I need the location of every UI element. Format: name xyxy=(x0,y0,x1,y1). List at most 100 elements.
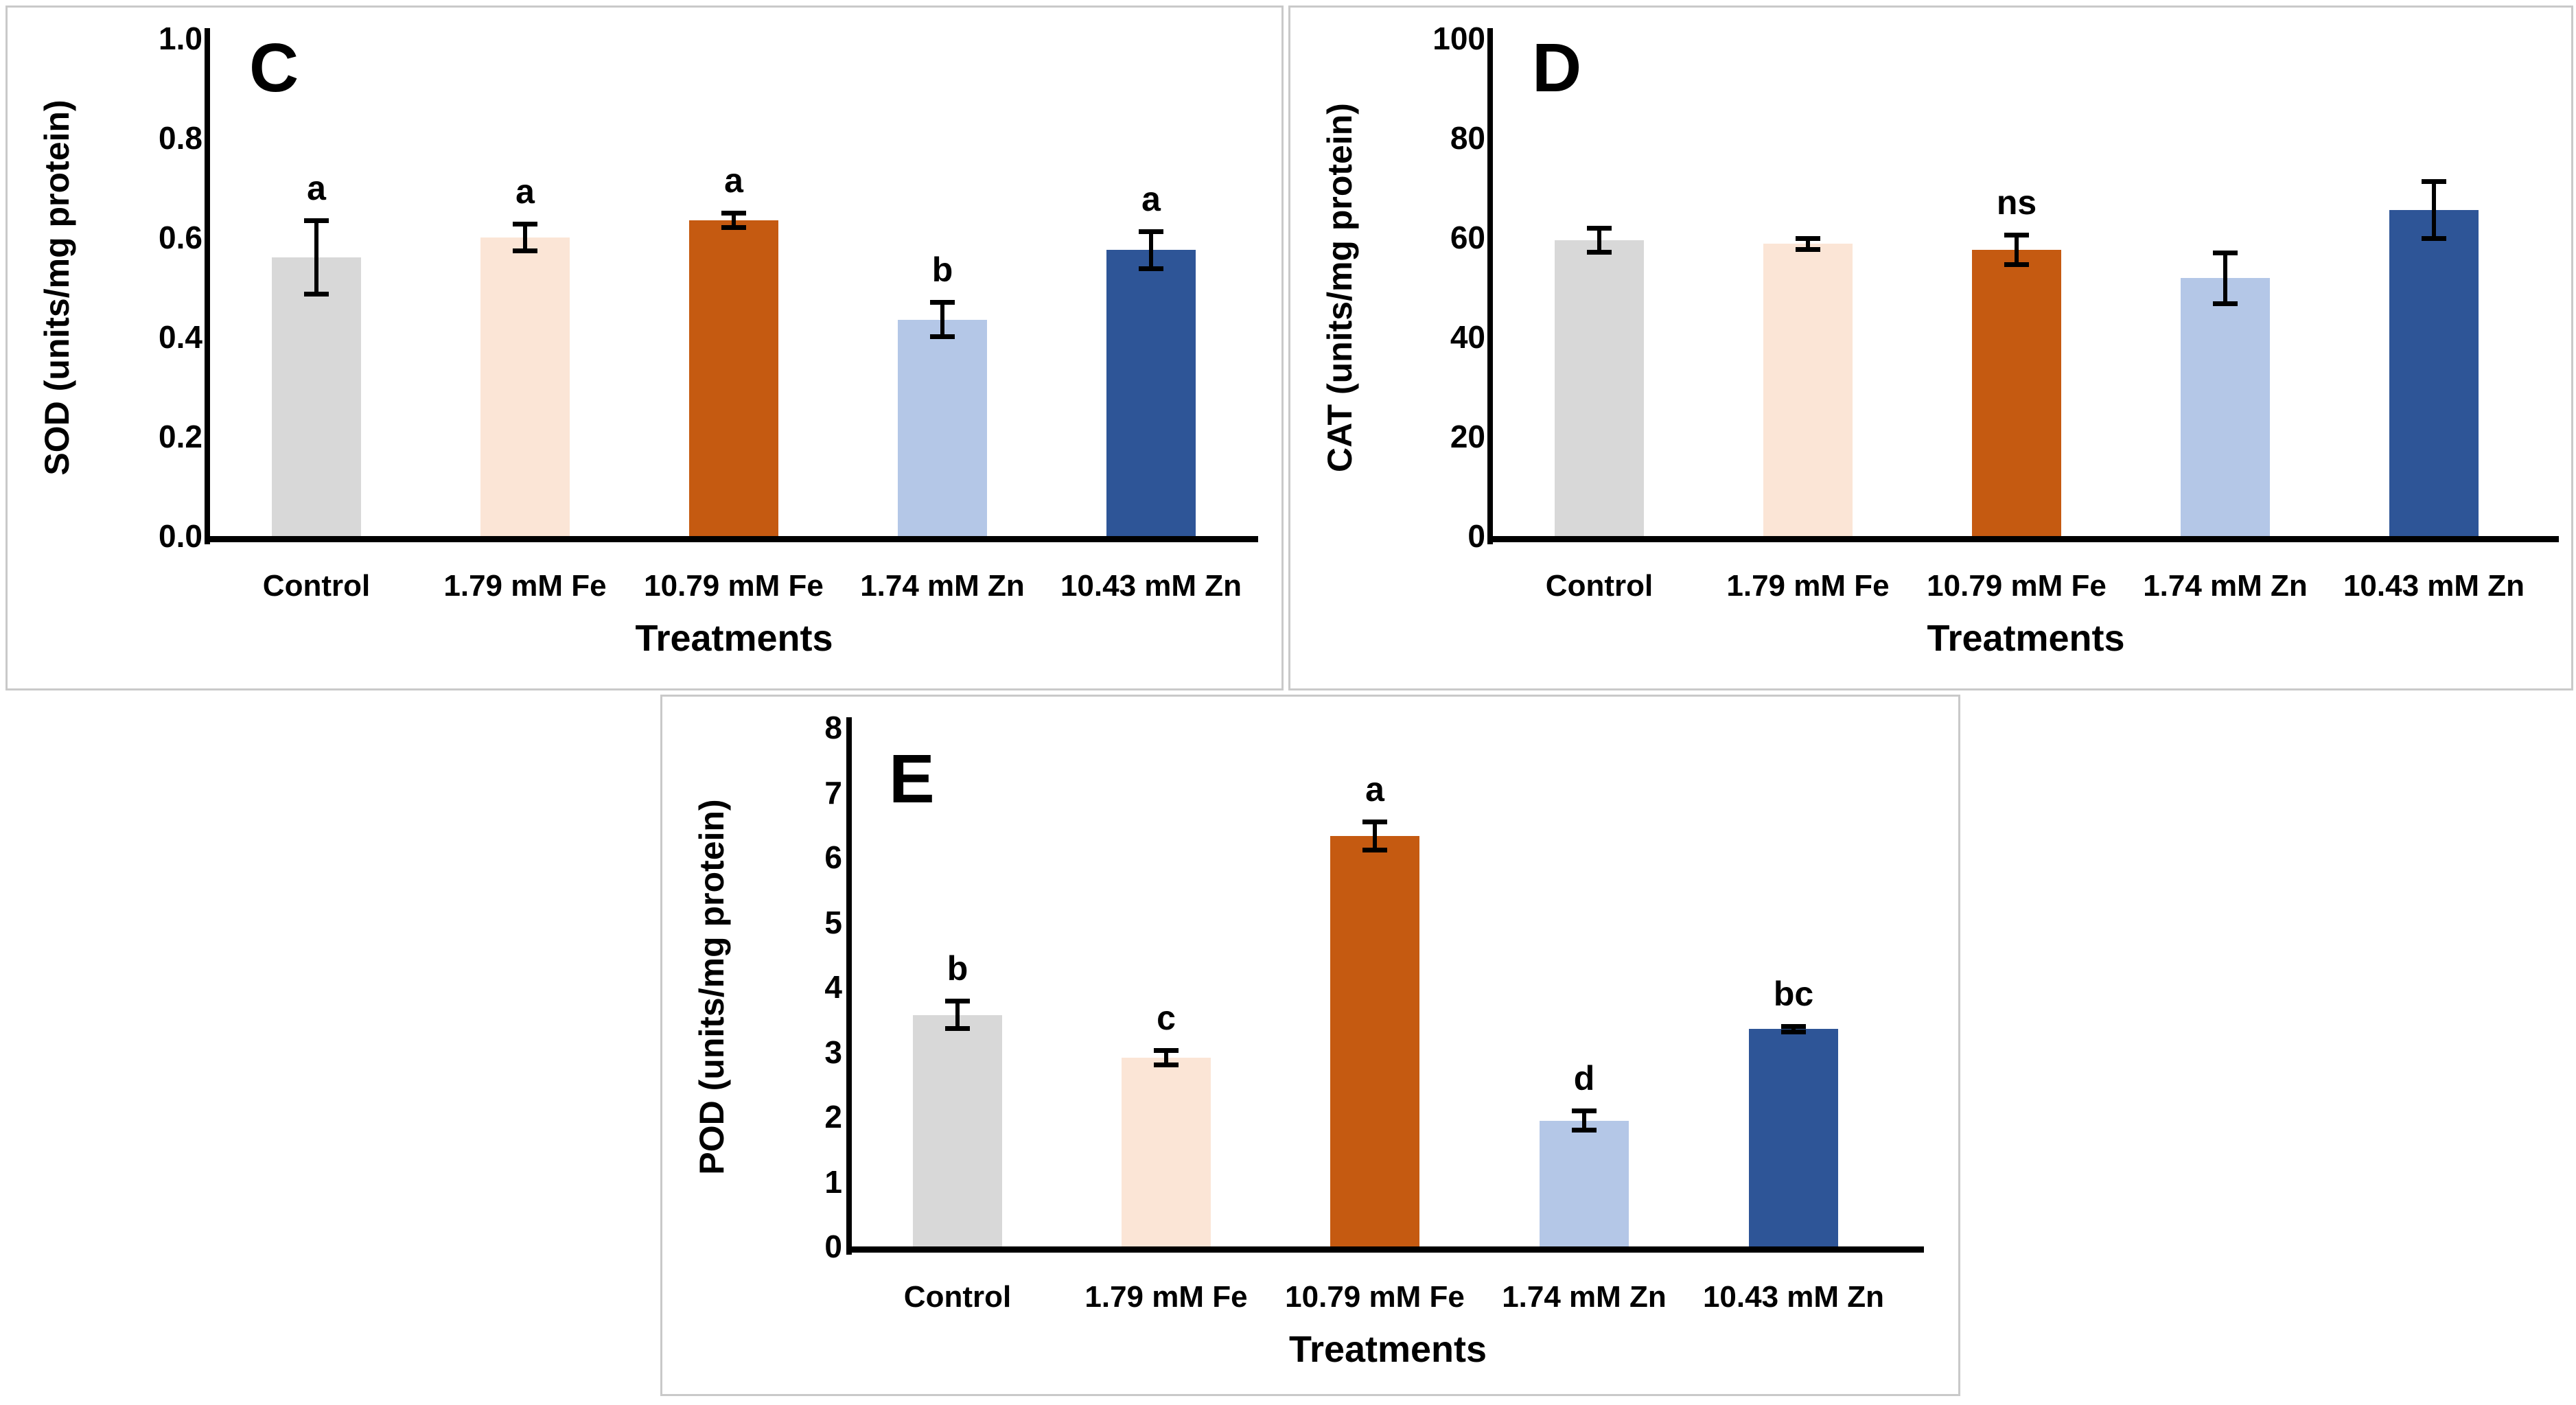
error-bar-line xyxy=(1582,1111,1586,1130)
x-axis-line xyxy=(1487,536,2559,542)
bar-10-79-mm-fe xyxy=(1330,835,1419,1249)
error-bar-cap-bottom xyxy=(1362,847,1387,852)
x-category-label: 1.74 mM Zn xyxy=(2143,569,2308,603)
y-tick-label: 60 xyxy=(1450,220,1485,255)
x-category-label: 1.79 mM Fe xyxy=(1084,1280,1248,1314)
significance-letter: d xyxy=(1573,1059,1595,1098)
error-bar-line xyxy=(1791,1025,1796,1033)
error-bar-line xyxy=(2432,181,2436,240)
error-bar-cap-top xyxy=(1587,225,1612,231)
y-tick-label: 1.0 xyxy=(159,21,202,56)
significance-letter: a xyxy=(1365,770,1384,809)
y-tick-label: 8 xyxy=(824,710,842,745)
bar-control xyxy=(913,1014,1002,1249)
y-tick-label: 0.4 xyxy=(159,319,202,355)
error-bar-line xyxy=(2223,252,2227,305)
cat-x-axis-title: Treatments xyxy=(1927,618,2125,659)
error-bar-cap-top xyxy=(1796,235,1820,241)
error-bar-cap-top xyxy=(930,300,955,305)
error-bar-line xyxy=(523,224,527,251)
cat-y-axis-title: CAT (units/mg protein) xyxy=(1321,102,1359,472)
significance-letter: ns xyxy=(1996,183,2037,222)
error-bar-cap-bottom xyxy=(2422,236,2446,242)
error-bar-cap-top xyxy=(1139,229,1163,234)
bar-10-79-mm-fe xyxy=(689,220,778,539)
x-category-label: Control xyxy=(1545,569,1653,603)
y-axis-line xyxy=(846,717,852,1255)
error-bar-cap-top xyxy=(1362,820,1387,825)
x-category-label: 10.79 mM Fe xyxy=(1285,1280,1465,1314)
significance-letter: a xyxy=(1141,179,1161,218)
error-bar-cap-bottom xyxy=(1154,1063,1179,1068)
error-bar-cap-top xyxy=(721,210,746,216)
pod-x-axis-title: Treatments xyxy=(1288,1329,1487,1370)
significance-letter: b xyxy=(947,949,968,988)
error-bar-line xyxy=(940,302,944,337)
error-bar-line xyxy=(1597,227,1601,253)
panel-cat-d: D CAT (units/mg protein) Treatments 0 20 4… xyxy=(1288,5,2573,690)
panel-sod-c: C SOD (units/mg protein) Treatments 0.0 0… xyxy=(5,5,1284,690)
error-bar-cap-top xyxy=(1781,1023,1806,1029)
x-category-label: 10.43 mM Zn xyxy=(1702,1280,1885,1314)
y-tick-label: 0.2 xyxy=(159,419,202,454)
x-category-label: 10.43 mM Zn xyxy=(2343,569,2525,603)
x-category-label: Control xyxy=(262,569,371,603)
panel-letter-d: D xyxy=(1532,30,1582,106)
x-category-label: 1.79 mM Fe xyxy=(1726,569,1890,603)
y-tick-label: 5 xyxy=(824,904,842,940)
panel-letter-c: C xyxy=(249,30,299,106)
x-category-label: 1.74 mM Zn xyxy=(860,569,1025,603)
error-bar-cap-top xyxy=(2422,179,2446,185)
y-tick-label: 7 xyxy=(824,774,842,811)
error-bar-cap-bottom xyxy=(1139,266,1163,271)
y-tick-label: 4 xyxy=(824,969,842,1005)
error-bar-cap-top xyxy=(945,998,970,1003)
bar-1-79-mm-fe xyxy=(1763,244,1853,539)
bar-10-43-mm-zn xyxy=(1749,1029,1838,1249)
error-bar-cap-bottom xyxy=(2213,301,2238,307)
y-tick-label: 0.0 xyxy=(159,518,202,554)
y-tick-label: 80 xyxy=(1450,120,1485,156)
y-tick-label: 0.8 xyxy=(159,120,202,156)
error-bar-cap-top xyxy=(1154,1047,1179,1053)
bar-10-79-mm-fe xyxy=(1972,250,2061,539)
error-bar-cap-top xyxy=(2213,250,2238,255)
y-tick-label: 20 xyxy=(1450,419,1485,454)
significance-letter: bc xyxy=(1773,974,1814,1013)
bar-1-74-mm-zn xyxy=(1540,1120,1629,1249)
y-tick-label: 0 xyxy=(824,1229,842,1264)
significance-letter: a xyxy=(515,172,535,211)
y-tick-label: 0 xyxy=(1467,518,1485,554)
error-bar-line xyxy=(1164,1049,1168,1066)
x-category-label: Control xyxy=(903,1280,1012,1314)
error-bar-cap-bottom xyxy=(1781,1030,1806,1035)
error-bar-cap-bottom xyxy=(1572,1127,1597,1133)
significance-letter: a xyxy=(724,161,743,200)
y-tick-label: 100 xyxy=(1432,21,1485,56)
bar-10-43-mm-zn xyxy=(2389,210,2479,539)
bar-1-79-mm-fe xyxy=(480,237,570,539)
error-bar-line xyxy=(314,220,318,295)
error-bar-cap-top xyxy=(2004,233,2029,238)
sod-y-axis-title: SOD (units/mg protein) xyxy=(38,99,76,476)
error-bar-cap-bottom xyxy=(1587,249,1612,255)
bar-1-79-mm-fe xyxy=(1122,1058,1211,1249)
error-bar-cap-bottom xyxy=(2004,262,2029,267)
x-category-label: 10.43 mM Zn xyxy=(1060,569,1242,603)
y-axis-line xyxy=(1487,28,1493,544)
error-bar-cap-bottom xyxy=(1796,247,1820,253)
error-bar-cap-bottom xyxy=(513,248,537,253)
error-bar-cap-bottom xyxy=(930,334,955,339)
x-category-label: 10.79 mM Fe xyxy=(1927,569,2107,603)
panel-letter-e: E xyxy=(889,741,935,817)
x-category-label: 1.74 mM Zn xyxy=(1502,1280,1667,1314)
error-bar-cap-top xyxy=(1572,1108,1597,1114)
x-axis-line xyxy=(205,536,1258,542)
y-tick-label: 0.6 xyxy=(159,220,202,255)
error-bar-cap-top xyxy=(304,218,329,223)
significance-letter: a xyxy=(307,168,326,207)
error-bar-line xyxy=(732,212,736,228)
sod-x-axis-title: Treatments xyxy=(635,618,833,659)
